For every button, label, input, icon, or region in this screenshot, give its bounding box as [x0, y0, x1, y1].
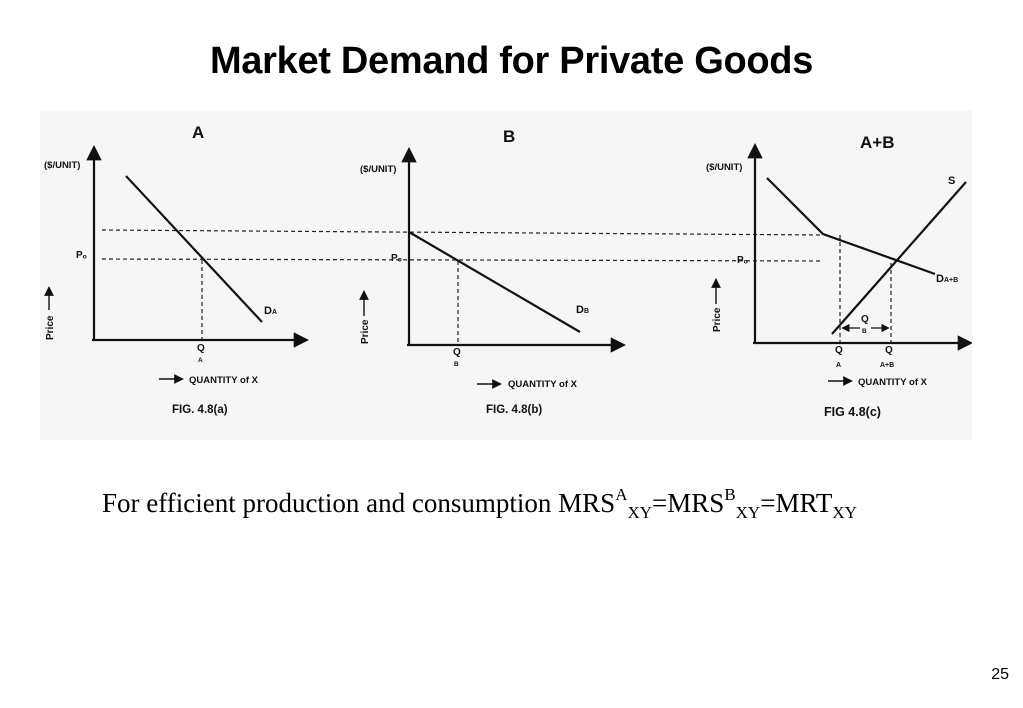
panel-ab-qa-label: Q [835, 345, 843, 356]
panel-a-q-sub: A [198, 357, 203, 364]
panel-ab-qab-sub: A+B [880, 362, 894, 369]
panel-b-x-axis-label: QUANTITY of X [508, 379, 578, 390]
panel-a-heading: A [192, 123, 204, 142]
panel-ab-x-axis-label: QUANTITY of X [858, 377, 928, 388]
panel-ab-price-axis-label: Price [711, 278, 723, 332]
panel-a-demand-label: DA [264, 305, 277, 317]
mrt-term: =MRT [760, 488, 833, 518]
panel-b-q-sub: B [454, 361, 459, 368]
figure-background [40, 110, 972, 440]
panel-a-q-label: Q [197, 343, 205, 354]
svg-text:Price: Price [45, 315, 56, 340]
panel-ab-caption: FIG 4.8(c) [824, 405, 881, 419]
panel-a-y-unit: ($/UNIT) [44, 160, 80, 171]
slide-title: Market Demand for Private Goods [209, 40, 814, 82]
panel-b-demand-curve [408, 231, 581, 333]
mrs-b-term: =MRS [652, 488, 725, 518]
panel-ab-po-label: Pₒ [737, 255, 748, 266]
panel-a-po-label: Pₒ [76, 250, 87, 261]
mrs-a-subscript: XY [627, 503, 653, 522]
dashed-price-line-po [101, 258, 824, 262]
panel-ab-demand-curve [766, 177, 936, 276]
panel-a-demand-curve [125, 175, 263, 323]
panel-b: B ($/UNIT) Pₒ Price DB Q B QUANTITY of X… [359, 127, 627, 416]
dashed-price-line-upper [101, 229, 824, 236]
panel-b-demand-label: DB [576, 304, 589, 316]
panel-b-q-label: Q [453, 347, 461, 358]
panel-ab-qb-label: Q [861, 314, 869, 325]
panel-ab-supply-label: S [948, 175, 955, 187]
panel-ab-qb-sub: B [862, 328, 867, 335]
panel-ab-heading: A+B [860, 133, 894, 152]
panel-a-x-axis-label: QUANTITY of X [189, 375, 259, 386]
panel-b-y-unit: ($/UNIT) [360, 164, 396, 175]
page-number: 25 [991, 666, 1009, 683]
mrs-b-subscript: XY [735, 503, 761, 522]
mrs-a-superscript: A [615, 485, 628, 504]
efficiency-condition: For efficient production and consumption… [102, 485, 857, 522]
svg-text:Price: Price [360, 319, 371, 344]
panel-ab-qa-sub: A [836, 362, 841, 369]
mrt-subscript: XY [832, 503, 857, 522]
panel-a-caption: FIG. 4.8(a) [172, 404, 228, 416]
panel-b-heading: B [503, 127, 515, 146]
panel-b-price-axis-label: Price [359, 290, 371, 344]
demand-figure: A ($/UNIT) Pₒ Price DA Q A QUANTITY of X… [44, 123, 972, 419]
efficiency-text: For efficient production and consumption… [102, 488, 616, 518]
panel-ab-supply-curve [831, 181, 967, 335]
panel-ab-qab-label: Q [885, 345, 893, 356]
panel-b-caption: FIG. 4.8(b) [486, 404, 542, 416]
panel-b-po-label: Pₒ [391, 253, 402, 264]
svg-text:Price: Price [712, 307, 723, 332]
panel-a: A ($/UNIT) Pₒ Price DA Q A QUANTITY of X… [44, 123, 310, 416]
panel-a-price-axis-label: Price [44, 286, 56, 340]
panel-ab: A+B ($/UNIT) Pₒ Price DA+B S Q B Q A Q A… [706, 133, 972, 419]
panel-ab-y-unit: ($/UNIT) [706, 162, 742, 173]
mrs-b-superscript: B [724, 485, 736, 504]
panel-ab-demand-label: DA+B [936, 273, 958, 285]
